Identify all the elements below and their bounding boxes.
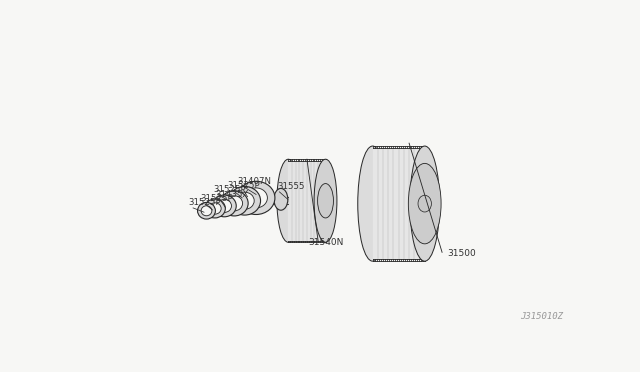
- Polygon shape: [288, 161, 326, 241]
- Ellipse shape: [198, 202, 216, 219]
- Ellipse shape: [277, 159, 300, 242]
- Ellipse shape: [237, 181, 275, 215]
- Ellipse shape: [235, 192, 254, 209]
- Ellipse shape: [410, 146, 440, 261]
- Ellipse shape: [201, 206, 212, 216]
- Polygon shape: [241, 197, 288, 205]
- Text: J315010Z: J315010Z: [520, 312, 564, 321]
- Text: 31525P: 31525P: [188, 198, 221, 207]
- Text: 31500: 31500: [447, 249, 476, 258]
- Ellipse shape: [244, 188, 268, 208]
- Text: 31540N: 31540N: [308, 238, 344, 247]
- Text: 31525P: 31525P: [213, 185, 246, 194]
- Ellipse shape: [274, 189, 288, 210]
- Text: 31525P: 31525P: [200, 194, 233, 203]
- Ellipse shape: [408, 163, 441, 244]
- Ellipse shape: [418, 195, 431, 212]
- Ellipse shape: [220, 191, 248, 216]
- Text: 31525P: 31525P: [228, 180, 260, 190]
- Ellipse shape: [212, 195, 236, 217]
- Text: 31435X: 31435X: [215, 190, 248, 199]
- Ellipse shape: [226, 196, 243, 211]
- Ellipse shape: [209, 203, 221, 214]
- Ellipse shape: [314, 159, 337, 242]
- Polygon shape: [372, 148, 425, 260]
- Ellipse shape: [358, 146, 388, 261]
- Ellipse shape: [205, 199, 225, 218]
- Ellipse shape: [317, 183, 333, 218]
- Ellipse shape: [229, 186, 260, 215]
- Text: 31407N: 31407N: [237, 177, 272, 186]
- Ellipse shape: [217, 199, 232, 212]
- Text: 31555: 31555: [277, 182, 305, 191]
